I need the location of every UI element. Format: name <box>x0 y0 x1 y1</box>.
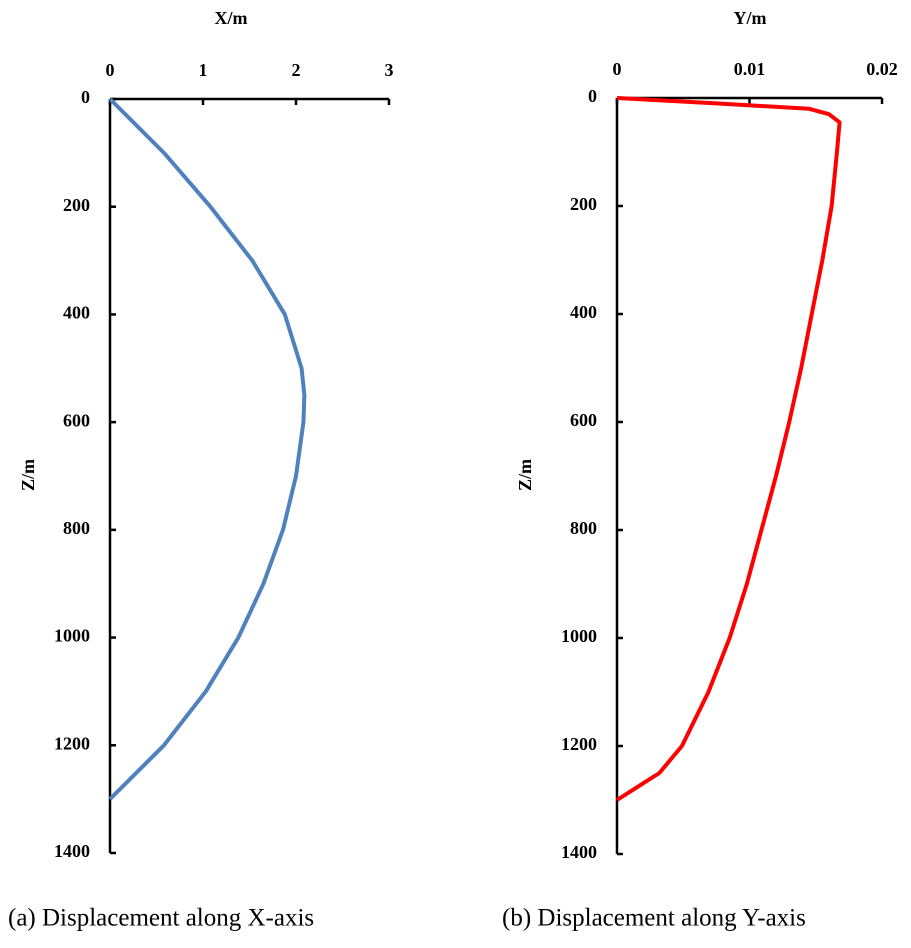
y-tick-label: 400 <box>570 302 597 322</box>
caption: (b) Displacement along Y-axis <box>502 905 806 932</box>
x-tick-label: 3 <box>385 60 394 80</box>
y-tick-label: 600 <box>63 410 90 430</box>
y-tick-label: 1200 <box>561 734 597 754</box>
data-line <box>615 96 842 802</box>
y-tick-label: 200 <box>63 195 90 215</box>
y-tick-label: 1400 <box>561 842 597 862</box>
y-tick-label: 800 <box>63 518 90 538</box>
y-tick-label: 0 <box>588 86 597 106</box>
y-tick-label: 1400 <box>54 841 90 861</box>
y-tick-label: 600 <box>570 410 597 430</box>
y-axis-title: Z/m <box>515 459 535 491</box>
y-tick-label: 200 <box>570 194 597 214</box>
y-tick-label: 1200 <box>54 733 90 753</box>
x-axis-title: Y/m <box>734 8 767 28</box>
x-tick-label: 0 <box>613 59 622 79</box>
x-tick-label: 2 <box>292 60 301 80</box>
x-tick-label: 0.02 <box>866 59 898 79</box>
x-tick-label: 1 <box>199 60 208 80</box>
y-tick-label: 800 <box>570 518 597 538</box>
y-tick-label: 1000 <box>561 626 597 646</box>
y-tick-label: 400 <box>63 303 90 323</box>
x-tick-label: 0 <box>106 60 115 80</box>
y-tick-label: 1000 <box>54 626 90 646</box>
y-axis-title: Z/m <box>18 459 38 491</box>
x-axis-title: X/m <box>215 8 248 28</box>
data-line <box>108 97 307 801</box>
caption: (a) Displacement along X-axis <box>8 905 314 932</box>
x-tick-label: 0.01 <box>734 59 766 79</box>
y-tick-label: 0 <box>81 87 90 107</box>
